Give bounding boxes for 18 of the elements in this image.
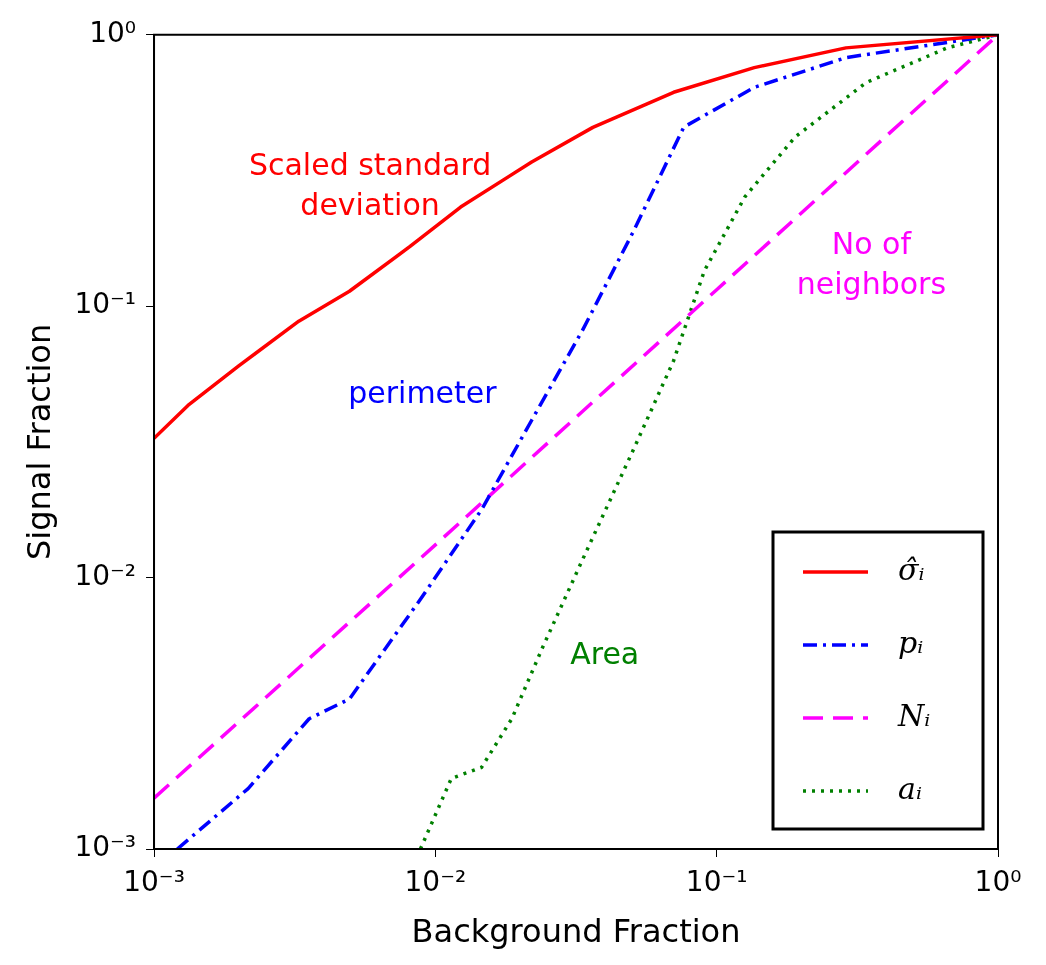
y-tick-label: 10⁰ bbox=[89, 16, 137, 50]
legend-label: aᵢ bbox=[898, 770, 922, 806]
y-tick-label: 10⁻² bbox=[74, 558, 137, 592]
y-axis-title: Signal Fraction bbox=[19, 323, 58, 560]
annotation: Area bbox=[570, 635, 640, 671]
annotation: No of neighbors bbox=[796, 225, 947, 301]
annotation: perimeter bbox=[348, 375, 498, 411]
legend-label: pᵢ bbox=[898, 624, 924, 660]
x-axis-title: Background Fraction bbox=[411, 912, 741, 951]
x-tick-label: 10⁻² bbox=[404, 865, 467, 899]
y-tick-label: 10⁻³ bbox=[74, 830, 137, 864]
y-tick-label: 10⁻¹ bbox=[74, 287, 137, 321]
legend-label: σ̂ᵢ bbox=[898, 551, 925, 587]
legend-label: Nᵢ bbox=[897, 697, 931, 733]
x-tick-label: 10⁻³ bbox=[123, 865, 185, 899]
x-tick-label: 10⁰ bbox=[974, 865, 1022, 899]
x-tick-label: 10⁻¹ bbox=[685, 865, 748, 899]
annotation: Scaled standard deviation bbox=[248, 146, 492, 222]
